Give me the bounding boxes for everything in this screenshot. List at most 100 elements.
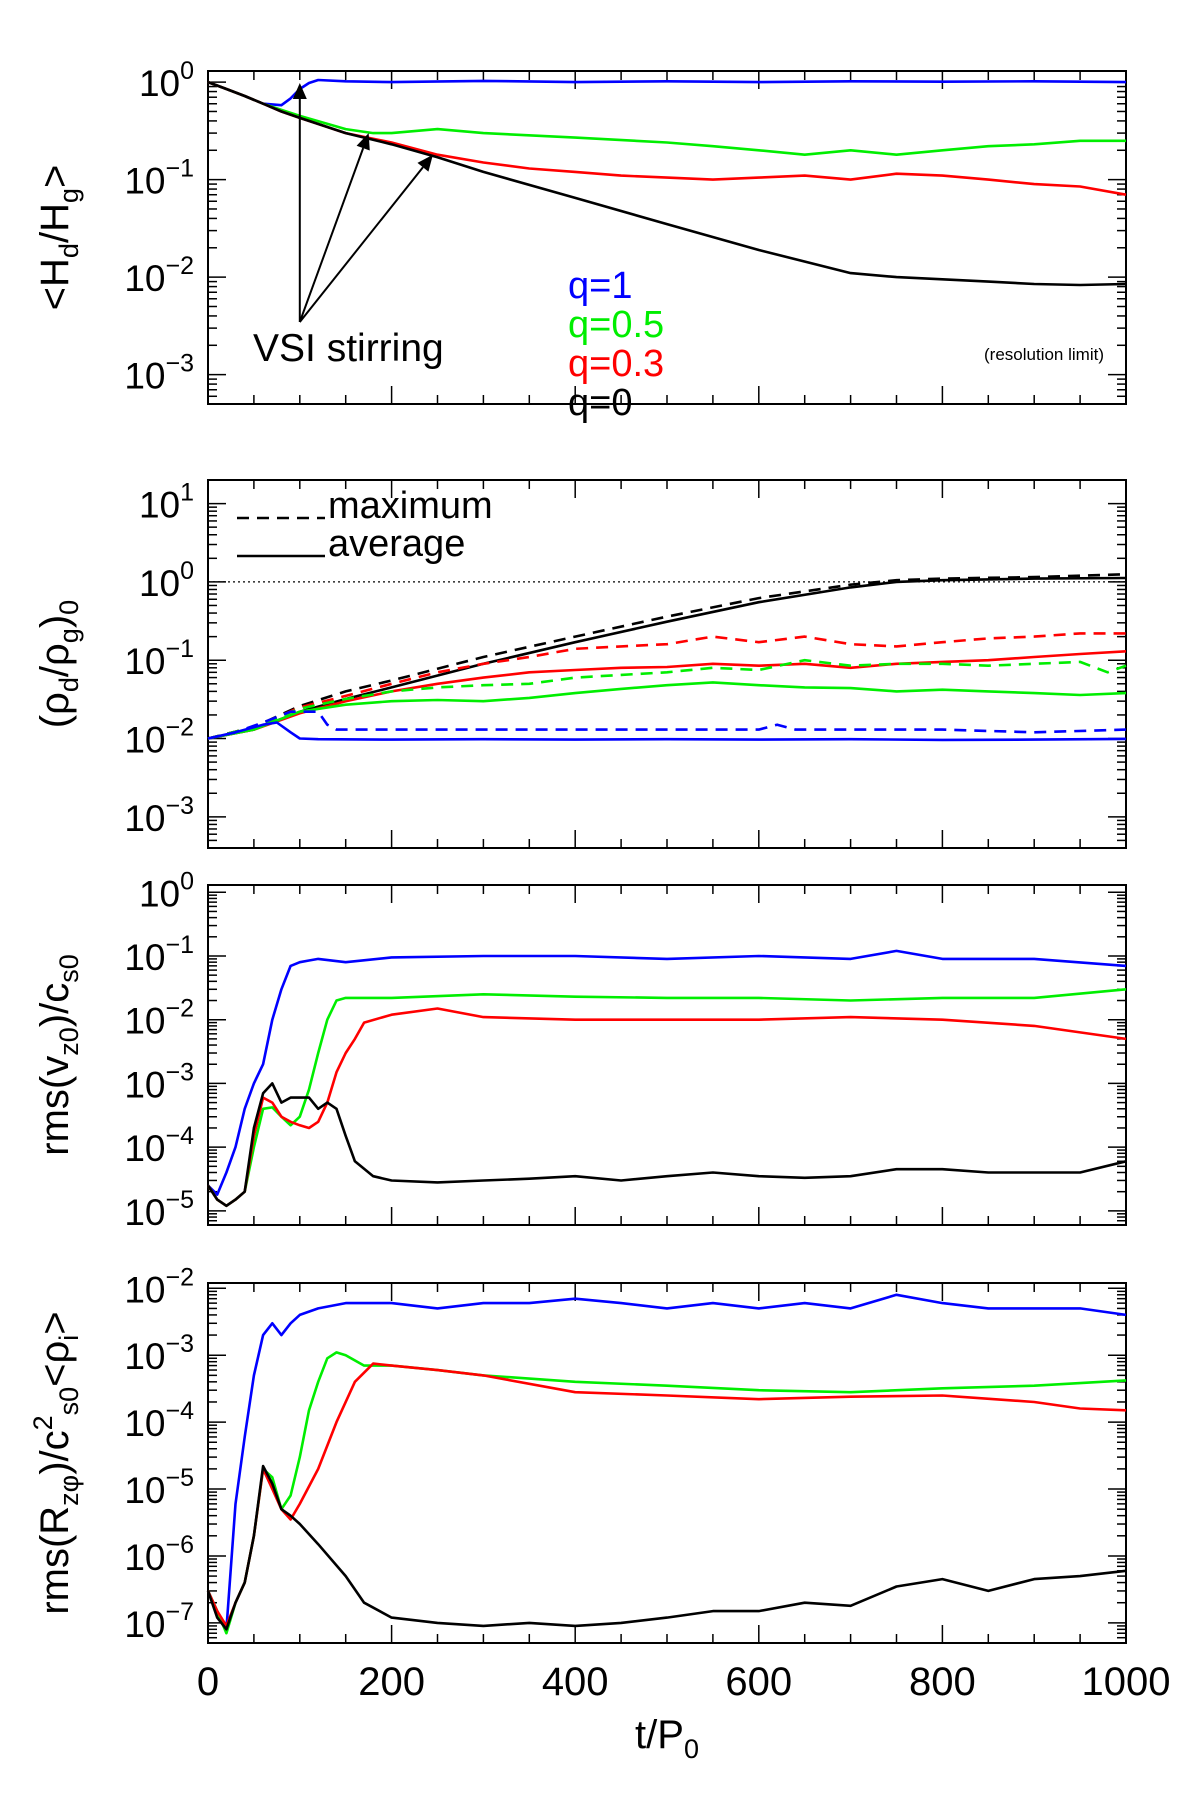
y-tick-exponent: −3 bbox=[165, 350, 194, 378]
y-tick-exponent: −2 bbox=[165, 714, 194, 742]
y-axis-label-part: <H bbox=[33, 258, 77, 310]
arrow-head bbox=[417, 154, 433, 172]
y-axis-label-part: rms(v bbox=[33, 1056, 77, 1156]
y-axis-label-part: > bbox=[33, 1311, 77, 1334]
y-tick-base: 10 bbox=[124, 1403, 165, 1444]
series-line-q1-dashed bbox=[207, 710, 1127, 740]
y-axis-label-part: d bbox=[54, 243, 84, 258]
y-tick-base: 10 bbox=[124, 1064, 165, 1105]
y-tick-base: 10 bbox=[124, 1001, 165, 1042]
y-tick-label: 10−4 bbox=[124, 1122, 194, 1169]
y-tick-exponent: −4 bbox=[165, 1122, 194, 1150]
y-tick-base: 10 bbox=[124, 161, 165, 202]
y-tick-label: 10−6 bbox=[124, 1531, 194, 1578]
annotation-arrow bbox=[299, 166, 424, 323]
y-tick-exponent: −3 bbox=[165, 1058, 194, 1086]
series-line-q0 bbox=[207, 80, 1127, 287]
y-tick-exponent: −2 bbox=[165, 252, 194, 280]
y-axis-label-part: d bbox=[54, 677, 84, 692]
series-line-q03 bbox=[207, 80, 1127, 196]
plot-frame bbox=[207, 1282, 1127, 1644]
y-tick-label: 10−2 bbox=[124, 995, 194, 1042]
legend-entry: q=1 bbox=[568, 265, 632, 307]
y-tick-base: 10 bbox=[139, 485, 180, 526]
x-axis-label: t/P0 bbox=[635, 1713, 699, 1764]
series-line-q03 bbox=[207, 650, 1127, 740]
y-tick-label: 100 bbox=[139, 867, 194, 914]
x-tick-label: 0 bbox=[197, 1660, 219, 1704]
y-axis-label-part: (ρ bbox=[33, 692, 77, 728]
annotation-arrow bbox=[298, 147, 365, 323]
y-tick-exponent: 0 bbox=[180, 557, 194, 585]
series-line-q0 bbox=[206, 1082, 1127, 1208]
series-line-q05 bbox=[207, 80, 1126, 156]
y-tick-base: 10 bbox=[124, 798, 165, 839]
y-tick-label: 10−1 bbox=[124, 155, 194, 202]
series-line-q1 bbox=[207, 721, 1127, 742]
x-axis-label-sub: 0 bbox=[684, 1734, 699, 1764]
annotation-text: VSI stirring bbox=[253, 327, 444, 370]
y-axis-label-part: g bbox=[54, 628, 84, 643]
y-axis-label-part: 0 bbox=[54, 600, 84, 615]
series-line-q05 bbox=[207, 681, 1127, 740]
series-line-q03-dashed bbox=[207, 632, 1126, 740]
legend-entry: q=0.5 bbox=[568, 304, 664, 346]
y-tick-base: 10 bbox=[139, 563, 180, 604]
y-tick-base: 10 bbox=[124, 1192, 165, 1233]
y-tick-label: 10−3 bbox=[124, 1058, 194, 1105]
panel-4: 10−210−310−410−510−610−7rms(Rzφ)/c2s0<ρi… bbox=[28, 1263, 1170, 1764]
y-tick-label: 101 bbox=[139, 479, 194, 526]
y-tick-exponent: −1 bbox=[165, 155, 194, 183]
x-tick-label: 400 bbox=[542, 1660, 609, 1704]
y-axis-label-part: /H bbox=[33, 203, 77, 243]
y-tick-exponent: −1 bbox=[165, 931, 194, 959]
y-axis-label-part: z0 bbox=[54, 1027, 84, 1056]
legend-maximum: maximum bbox=[328, 485, 493, 527]
y-tick-base: 10 bbox=[124, 641, 165, 682]
y-tick-exponent: −5 bbox=[165, 1464, 194, 1492]
y-tick-base: 10 bbox=[124, 1470, 165, 1511]
y-axis-label-part: i bbox=[54, 1335, 84, 1341]
y-tick-exponent: −2 bbox=[165, 995, 194, 1023]
y-tick-exponent: −6 bbox=[165, 1531, 194, 1559]
y-axis-label-part: )/c bbox=[33, 1430, 77, 1474]
y-tick-label: 10−1 bbox=[124, 931, 194, 978]
x-tick-label: 800 bbox=[909, 1660, 976, 1704]
arrow-head bbox=[292, 82, 307, 99]
series-line-q1 bbox=[207, 949, 1127, 1196]
y-axis-label: rms(Rzφ)/c2s0<ρi> bbox=[28, 1311, 84, 1614]
legend-average: average bbox=[328, 523, 465, 565]
series-line-q1 bbox=[206, 1293, 1127, 1631]
series-line-q0 bbox=[206, 1464, 1127, 1631]
y-tick-base: 10 bbox=[139, 63, 180, 104]
y-tick-exponent: −5 bbox=[165, 1186, 194, 1214]
series-line-q0 bbox=[207, 576, 1127, 740]
y-tick-base: 10 bbox=[124, 356, 165, 397]
y-tick-base: 10 bbox=[139, 873, 180, 914]
y-axis-label-part: <ρ bbox=[33, 1341, 77, 1387]
series-line-q1 bbox=[207, 78, 1127, 107]
legend-entry: q=0 bbox=[568, 382, 632, 424]
y-tick-label: 10−3 bbox=[124, 350, 194, 397]
x-axis-label-main: t/P bbox=[635, 1713, 684, 1757]
y-tick-exponent: 0 bbox=[180, 57, 194, 85]
panel-1: 10010−110−210−3<Hd/Hg>q=1q=0.5q=0.3q=0VS… bbox=[33, 57, 1127, 424]
y-axis-label-part: 2 bbox=[28, 1415, 58, 1430]
y-tick-exponent: 1 bbox=[180, 479, 194, 507]
y-tick-exponent: −4 bbox=[165, 1397, 194, 1425]
y-tick-label: 10−1 bbox=[124, 635, 194, 682]
y-tick-base: 10 bbox=[124, 1537, 165, 1578]
y-tick-base: 10 bbox=[124, 258, 165, 299]
y-tick-label: 100 bbox=[139, 57, 194, 104]
y-tick-exponent: 0 bbox=[180, 867, 194, 895]
series-line-q03 bbox=[206, 1362, 1127, 1628]
x-tick-label: 600 bbox=[725, 1660, 792, 1704]
y-axis-label-part: ) bbox=[33, 615, 77, 628]
resolution-note: (resolution limit) bbox=[984, 345, 1104, 364]
y-tick-base: 10 bbox=[124, 1336, 165, 1377]
y-axis-label: <Hd/Hg> bbox=[33, 165, 84, 311]
y-tick-label: 10−2 bbox=[124, 714, 194, 761]
y-axis-label-part: /ρ bbox=[33, 643, 77, 677]
